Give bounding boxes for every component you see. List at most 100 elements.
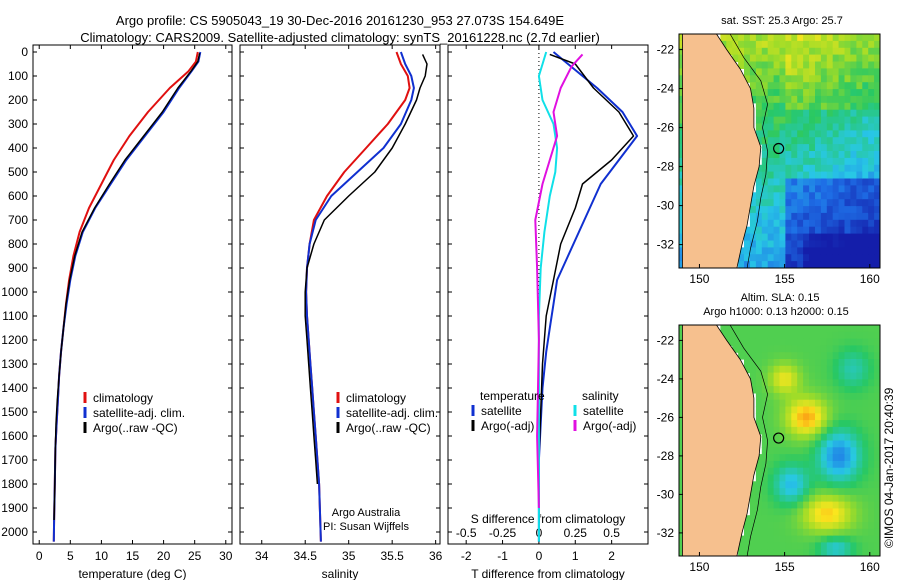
map-cell: [844, 359, 851, 367]
map-cell: [779, 359, 786, 367]
map-cell: [844, 75, 851, 83]
map-cell: [755, 325, 763, 333]
map-cell: [767, 212, 775, 221]
map-cell: [815, 95, 822, 104]
map-cell: [809, 151, 816, 159]
map-cell: [803, 494, 810, 503]
map-cell: [809, 440, 816, 448]
map-cell: [767, 261, 775, 268]
map-cell: [773, 34, 781, 42]
map-cell: [832, 392, 840, 401]
map-cell: [850, 535, 857, 543]
map-cell: [803, 406, 810, 414]
map-cell: [868, 535, 875, 543]
map-cell: [803, 379, 810, 387]
map-cell: [850, 460, 857, 469]
map-cell: [844, 206, 851, 214]
map-cell: [767, 137, 775, 145]
map-cell: [868, 171, 875, 180]
map-cell: [856, 454, 863, 462]
map-cell: [809, 144, 816, 152]
map-cell: [868, 325, 875, 333]
map-cell: [868, 399, 875, 408]
map-cell: [856, 178, 863, 186]
map-cell: [785, 528, 792, 537]
map-cell: [738, 331, 745, 340]
map-cell: [838, 379, 846, 387]
map-frame: [678, 33, 881, 269]
map-cell: [826, 233, 834, 242]
y-tick-label: 2000: [1, 525, 28, 539]
map-cell: [856, 352, 863, 360]
map-cell: [815, 359, 822, 367]
map-cell: [767, 130, 775, 138]
map-cell: [791, 82, 798, 90]
map-cell: [749, 501, 757, 509]
map-cell: [791, 178, 798, 186]
map-cell: [767, 488, 775, 496]
map-cell: [767, 352, 775, 360]
map-cell: [826, 199, 834, 207]
map-cell: [773, 254, 781, 262]
map-cell: [761, 447, 769, 455]
map-cell: [832, 359, 840, 367]
map-cell: [797, 206, 804, 214]
map-cell: [832, 157, 840, 166]
map-cell: [755, 109, 763, 118]
map-cell: [809, 61, 816, 69]
map-cell: [803, 420, 810, 428]
map-cell: [773, 522, 781, 530]
map-cell: [809, 474, 816, 482]
map-cell: [844, 171, 851, 180]
map-cell: [832, 61, 840, 69]
x-tick-label: 10: [95, 549, 109, 563]
map-cell: [868, 474, 875, 482]
map-cell: [850, 501, 857, 509]
map-cell: [773, 171, 781, 180]
map-cell: [844, 338, 851, 346]
map-cell: [850, 144, 857, 152]
map-cell: [844, 474, 851, 482]
map-cell: [773, 359, 781, 367]
map-cell: [779, 413, 786, 421]
map-cell: [773, 365, 781, 374]
map-cell: [726, 47, 733, 56]
map-cell: [755, 392, 763, 401]
map-cell: [850, 164, 857, 173]
map-cell: [809, 254, 816, 262]
map-cell: [820, 345, 828, 353]
map-cell: [761, 359, 769, 367]
diff-legend-s-entry: satellite: [583, 404, 624, 418]
map-cell: [820, 331, 828, 340]
map-cell: [767, 365, 775, 374]
map-cell: [868, 413, 875, 421]
map-cell: [862, 192, 869, 200]
map-cell: [820, 130, 828, 138]
map-cell: [832, 89, 840, 97]
map-cell: [862, 474, 869, 482]
map-cell: [791, 95, 798, 104]
map-cell: [767, 406, 775, 414]
map-cell: [797, 420, 804, 428]
map-cell: [862, 54, 869, 63]
map-cell: [868, 151, 875, 159]
map-cell: [744, 352, 751, 360]
map-cell: [874, 420, 880, 428]
map-cell: [749, 219, 757, 228]
map-cell: [856, 440, 863, 448]
x-tick-label: 5: [67, 549, 74, 563]
map-cell: [862, 325, 869, 333]
map-cell: [874, 192, 880, 200]
map-cell: [820, 123, 828, 131]
map-cell: [779, 454, 786, 462]
s-tick-label: -0.25: [489, 526, 517, 540]
map-cell: [773, 47, 781, 56]
map-cell: [838, 171, 846, 180]
map-cell: [767, 144, 775, 152]
map-cell: [850, 515, 857, 523]
map-cell: [744, 233, 751, 242]
map-cell: [868, 102, 875, 111]
map-cell: [761, 392, 769, 401]
map-cell: [844, 365, 851, 374]
map-cell: [868, 247, 875, 255]
